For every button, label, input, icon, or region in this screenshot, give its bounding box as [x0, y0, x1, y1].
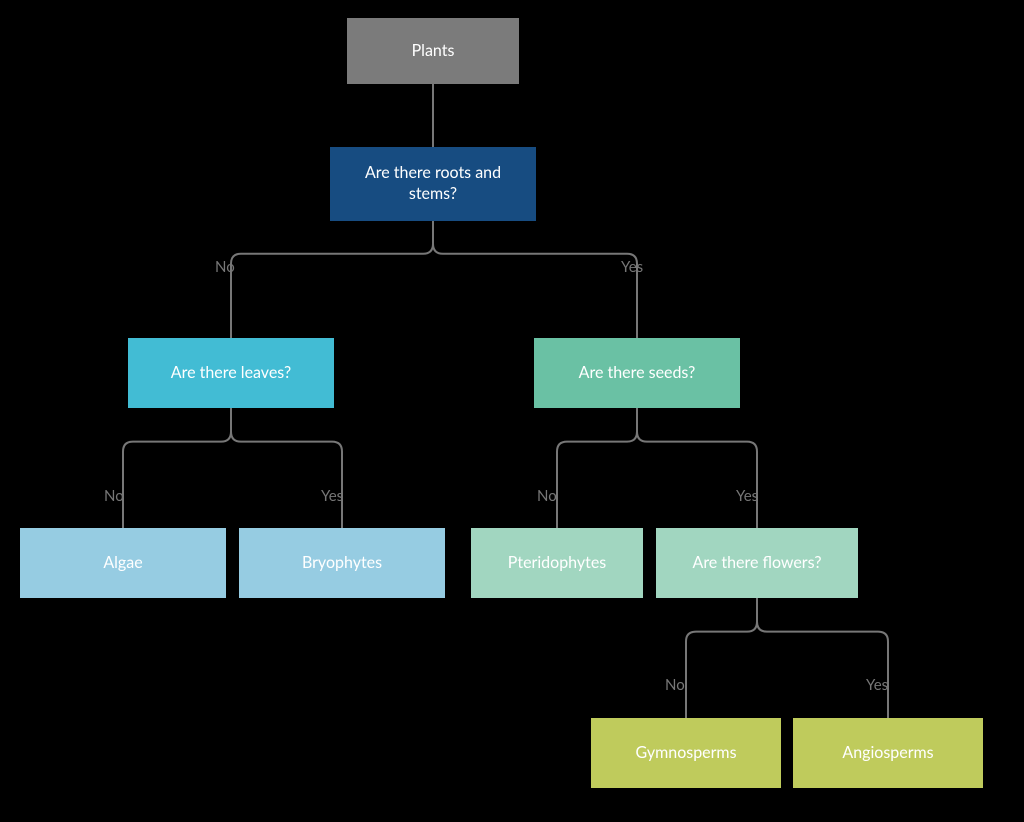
edge-label-leaves-bryophytes: Yes	[321, 487, 343, 505]
node-seeds: Are there seeds?	[534, 338, 740, 408]
node-angiosperms: Angiosperms	[793, 718, 983, 788]
node-bryophytes: Bryophytes	[239, 528, 445, 598]
node-pteridophytes: Pteridophytes	[471, 528, 643, 598]
node-roots_stems: Are there roots and stems?	[330, 147, 536, 221]
edge-label-flowers-gymnosperms: No	[665, 676, 685, 694]
edge-label-seeds-pteridophytes: No	[537, 487, 557, 505]
edge-label-seeds-flowers: Yes	[736, 487, 758, 505]
edge-label-leaves-algae: No	[104, 487, 124, 505]
edge-label-flowers-angiosperms: Yes	[866, 676, 888, 694]
node-gymnosperms: Gymnosperms	[591, 718, 781, 788]
edge-label-roots_stems-seeds: Yes	[621, 258, 643, 276]
node-leaves: Are there leaves?	[128, 338, 334, 408]
node-algae: Algae	[20, 528, 226, 598]
node-plants: Plants	[347, 18, 519, 84]
connector-layer	[0, 0, 1024, 822]
edge-label-roots_stems-leaves: No	[215, 258, 235, 276]
node-flowers: Are there flowers?	[656, 528, 858, 598]
